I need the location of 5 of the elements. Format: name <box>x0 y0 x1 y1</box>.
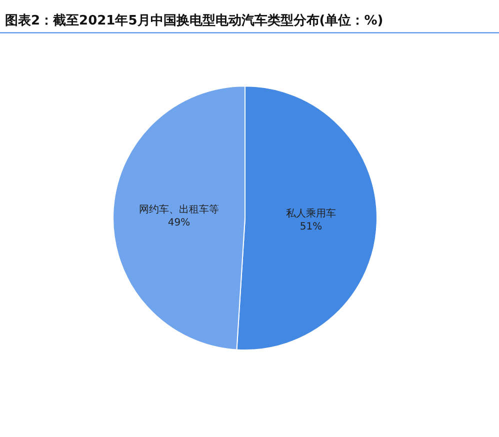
data-label: 49% <box>168 217 190 228</box>
chart-title: 图表2：截至2021年5月中国换电型电动汽车类型分布(单位：%) <box>4 12 384 28</box>
data-label: 51% <box>300 222 322 233</box>
slice-label: 私人乘用车 <box>286 208 336 220</box>
slice-label: 网约车、出租车等 <box>139 203 220 216</box>
